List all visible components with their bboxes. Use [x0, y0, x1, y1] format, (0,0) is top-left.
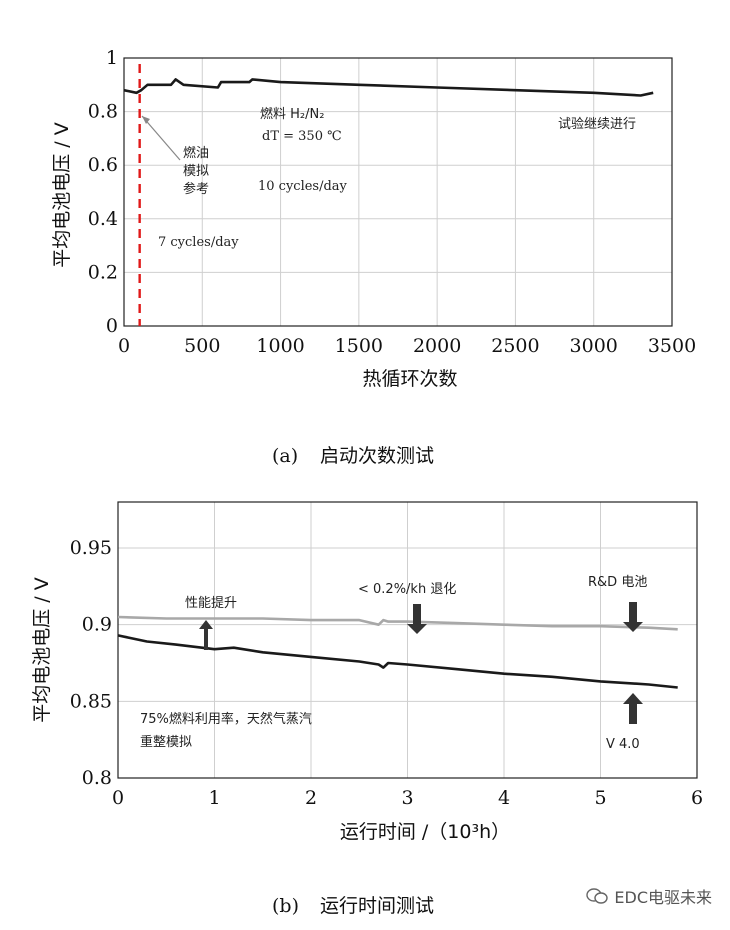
y-tick-label: 0.8	[82, 767, 112, 789]
x-tick-label: 4	[498, 787, 510, 809]
chart-b-xlabel: 运行时间 /（10³h）	[340, 821, 510, 843]
x-tick-label: 3000	[570, 335, 618, 357]
a-frame	[123, 57, 673, 327]
arrow-down-icon	[407, 604, 427, 634]
x-tick-label: 2	[305, 787, 317, 809]
watermark: EDC电驱未来	[586, 884, 712, 908]
y-tick-label: 0.85	[70, 690, 112, 712]
annotation-continuing: 试验继续进行	[558, 116, 636, 132]
watermark-text: EDC电驱未来	[614, 888, 712, 907]
y-tick-label: 0.95	[70, 537, 112, 559]
x-tick-label: 0	[118, 335, 130, 357]
annotation-improve: 性能提升	[185, 595, 237, 611]
annotation-sim-2: 重整模拟	[140, 734, 192, 750]
annotation-fuel-oil-3: 参考	[183, 181, 209, 197]
annotation-sim-1: 75%燃料利用率，天然气蒸汽	[140, 711, 312, 727]
y-tick-label: 0	[106, 315, 118, 337]
x-tick-label: 0	[112, 787, 124, 809]
annotation-fuel-oil-1: 燃油	[183, 145, 209, 161]
annotation-pointer-line	[141, 115, 181, 161]
series-line-1	[117, 634, 678, 689]
x-tick-label: 3500	[648, 335, 696, 357]
arrow-up-icon	[623, 693, 643, 724]
chart-a-ylabel: 平均电池电压 / V	[51, 122, 73, 267]
b-frame	[117, 501, 698, 779]
x-tick-label: 1000	[256, 335, 304, 357]
annotation-dt: dT = 350 ℃	[262, 129, 342, 144]
chart-b: 0 1 2 3 4 5 6 0.8 0.85 0.9 0.95 运行时间 /（10³h） 平均电池电…	[31, 501, 703, 917]
annotation-degradation: < 0.2%/kh 退化	[358, 582, 456, 597]
chart-b-ylabel: 平均电池电压 / V	[31, 577, 53, 722]
caption-a-letter: (a)	[272, 445, 298, 467]
x-tick-label: 6	[691, 787, 703, 809]
annotation-pointer-arrowhead	[142, 116, 150, 124]
y-tick-label: 0.6	[88, 154, 118, 176]
series-line-0	[117, 615, 678, 631]
y-tick-label: 0.9	[82, 614, 112, 636]
y-tick-label: 0.2	[88, 261, 118, 283]
arrow-up-icon	[199, 620, 213, 650]
caption-b-letter: (b)	[272, 895, 299, 917]
chart-b-grid	[117, 501, 698, 779]
annotation-fuel: 燃料 H₂/N₂	[260, 106, 324, 122]
annotation-rnd-cell: R&D 电池	[588, 575, 647, 590]
y-tick-label: 0.8	[88, 101, 118, 123]
x-tick-label: 1500	[335, 335, 383, 357]
annotation-7-cycles: 7 cycles/day	[158, 235, 239, 250]
x-tick-label: 1	[208, 787, 220, 809]
x-tick-label: 5	[594, 787, 606, 809]
chart-b-plot	[117, 615, 678, 689]
annotation-v40: V 4.0	[606, 737, 640, 752]
chart-a: 0 500 1000 1500 2000 2500 3000 3500 0 0.2 0.4 0.6 0.…	[51, 47, 696, 467]
y-tick-label: 1	[106, 47, 118, 69]
y-tick-label: 0.4	[88, 208, 118, 230]
caption-a-text: 启动次数测试	[320, 445, 434, 467]
arrow-down-icon	[623, 602, 643, 632]
x-tick-label: 3	[401, 787, 413, 809]
x-tick-label: 500	[184, 335, 220, 357]
a-plot-area	[124, 58, 672, 326]
series-line-0	[123, 78, 654, 97]
chart-a-xlabel: 热循环次数	[362, 368, 457, 390]
x-tick-label: 2000	[413, 335, 461, 357]
chart-b-ticks: 0 1 2 3 4 5 6 0.8 0.85 0.9 0.95	[70, 537, 703, 809]
x-tick-label: 2500	[491, 335, 539, 357]
chart-a-grid	[123, 57, 673, 327]
chart-a-plot	[123, 64, 654, 326]
annotation-10-cycles: 10 cycles/day	[258, 179, 348, 194]
chart-a-ticks: 0 500 1000 1500 2000 2500 3000 3500 0 0.2 0.4 0.6 0.…	[88, 47, 696, 357]
annotation-fuel-oil-2: 模拟	[183, 164, 209, 179]
chat-bubble-icon	[586, 888, 609, 904]
caption-b-text: 运行时间测试	[320, 895, 434, 917]
